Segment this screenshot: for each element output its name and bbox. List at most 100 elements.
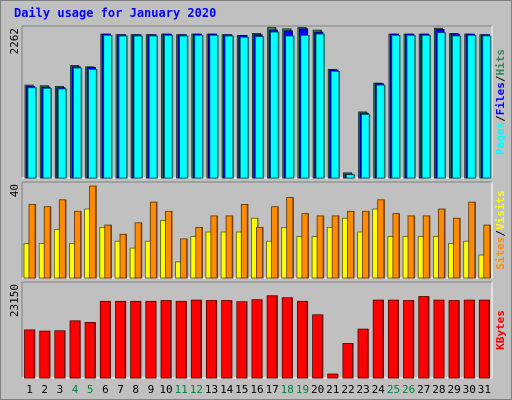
x-tick-label-8: 8: [132, 383, 139, 396]
x-tick-label-18: 18: [281, 383, 294, 396]
x-tick-label-28: 28: [432, 383, 445, 396]
bar-pages-day-12: [194, 35, 204, 179]
bar-shadow-pages-day-15: [247, 37, 249, 178]
bar-pages-day-20: [315, 33, 325, 179]
bar-shadow-sites-day-17: [277, 206, 279, 278]
bar-pages-day-7: [118, 35, 128, 179]
bar-shadow-pages-day-16: [262, 36, 265, 179]
bar-shadow-kbytes-day-16: [261, 299, 263, 378]
bar-kbytes-day-18: [281, 297, 293, 379]
bar-pages-day-30: [467, 35, 477, 179]
bar-shadow-kbytes-day-13: [215, 300, 218, 378]
bar-shadow-kbytes-day-24: [382, 300, 384, 378]
bar-shadow-sites-day-6: [110, 225, 112, 278]
bar-shadow-pages-day-18: [292, 36, 295, 178]
x-tick-label-23: 23: [356, 383, 369, 396]
x-tick-label-5: 5: [87, 383, 94, 396]
bar-shadow-kbytes-day-28: [443, 300, 445, 378]
bar-kbytes-day-26: [403, 300, 415, 379]
bar-pages-day-8: [133, 35, 143, 179]
bar-shadow-sites-day-10: [171, 211, 173, 278]
bar-shadow-sites-day-15: [246, 204, 249, 278]
bar-shadow-pages-day-29: [459, 36, 462, 178]
x-tick-label-21: 21: [326, 383, 339, 396]
x-tick-label-9: 9: [148, 383, 155, 396]
bar-shadow-kbytes-day-3: [64, 330, 66, 378]
bar-kbytes-day-11: [175, 300, 187, 379]
x-tick-label-25: 25: [387, 383, 400, 396]
bar-shadow-kbytes-day-4: [79, 320, 81, 378]
bar-shadow-pages-day-23: [368, 114, 371, 178]
side-label-part: Visits: [494, 190, 507, 230]
bar-pages-day-18: [285, 35, 295, 179]
bar-kbytes-day-8: [130, 300, 142, 379]
bar-kbytes-day-10: [160, 300, 172, 379]
bar-shadow-pages-day-4: [80, 68, 83, 178]
bar-shadow-sites-day-24: [383, 199, 385, 278]
x-tick-label-11: 11: [175, 383, 188, 396]
bar-pages-day-21: [330, 71, 340, 179]
bar-shadow-kbytes-day-31: [488, 300, 490, 378]
bar-shadow-sites-day-18: [292, 197, 294, 278]
x-tick-label-16: 16: [250, 383, 263, 396]
bar-shadow-kbytes-day-9: [155, 301, 157, 378]
bar-pages-day-22: [345, 174, 355, 179]
bar-shadow-kbytes-day-12: [200, 300, 202, 378]
side-label-part: Files: [494, 82, 507, 115]
bar-kbytes-day-6: [99, 300, 111, 379]
x-tick-label-12: 12: [190, 383, 203, 396]
bar-shadow-sites-day-3: [64, 199, 67, 278]
bar-shadow-pages-day-1: [35, 87, 37, 178]
bar-shadow-kbytes-day-26: [412, 300, 415, 378]
bar-shadow-sites-day-7: [125, 234, 127, 278]
bar-shadow-pages-day-31: [490, 36, 492, 178]
bar-kbytes-day-27: [418, 296, 430, 379]
bar-shadow-sites-day-22: [353, 211, 355, 278]
x-tick-label-24: 24: [372, 383, 386, 396]
bar-shadow-sites-day-25: [398, 213, 400, 278]
bar-kbytes-day-31: [478, 299, 490, 379]
x-tick-label-2: 2: [41, 383, 48, 396]
bar-pages-day-19: [300, 35, 310, 179]
bar-shadow-pages-day-19: [308, 35, 310, 179]
bar-kbytes-day-2: [39, 330, 51, 379]
bar-shadow-pages-day-21: [338, 71, 340, 178]
bar-kbytes-day-7: [115, 300, 127, 379]
bar-pages-day-26: [406, 35, 416, 179]
bar-shadow-pages-day-7: [126, 36, 128, 178]
bar-pages-day-3: [57, 88, 67, 179]
x-tick-label-27: 27: [417, 383, 430, 396]
bar-shadow-pages-day-8: [141, 36, 143, 178]
bar-shadow-sites-day-27: [428, 215, 431, 278]
bar-shadow-kbytes-day-10: [170, 300, 172, 378]
bar-kbytes-day-17: [266, 295, 278, 379]
bar-kbytes-day-12: [190, 299, 202, 379]
bar-shadow-sites-day-21: [337, 215, 340, 278]
bar-shadow-kbytes-day-23: [367, 329, 369, 378]
x-tick-label-26: 26: [402, 383, 415, 396]
x-tick-label-13: 13: [205, 383, 218, 396]
bar-shadow-pages-day-5: [95, 69, 98, 178]
x-tick-label-6: 6: [102, 383, 109, 396]
bar-kbytes-day-5: [84, 321, 96, 379]
side-label-visits-sites: Sites/Visits: [494, 190, 507, 270]
bar-kbytes-day-25: [387, 299, 399, 379]
bar-kbytes-day-19: [296, 300, 308, 379]
bar-shadow-kbytes-day-17: [276, 295, 278, 378]
bar-shadow-kbytes-day-25: [397, 300, 399, 378]
bar-shadow-kbytes-day-27: [427, 296, 430, 378]
side-label-kbytes: KBytes: [494, 310, 507, 350]
bar-pages-day-4: [73, 67, 83, 179]
y-max-label-kbytes: 23150: [8, 284, 21, 317]
x-tick-label-3: 3: [57, 383, 64, 396]
side-label-hits-files-pages: Pages/Files/Hits: [494, 49, 507, 155]
bar-shadow-kbytes-day-7: [124, 301, 127, 378]
x-tick-label-20: 20: [311, 383, 324, 396]
x-tick-label-19: 19: [296, 383, 309, 396]
bar-shadow-pages-day-30: [474, 35, 477, 179]
bar-shadow-kbytes-day-29: [458, 300, 460, 378]
bar-shadow-pages-day-3: [65, 89, 67, 178]
side-label-part: Sites: [494, 237, 507, 270]
bar-shadow-kbytes-day-1: [33, 329, 36, 378]
x-tick-label-17: 17: [266, 383, 279, 396]
